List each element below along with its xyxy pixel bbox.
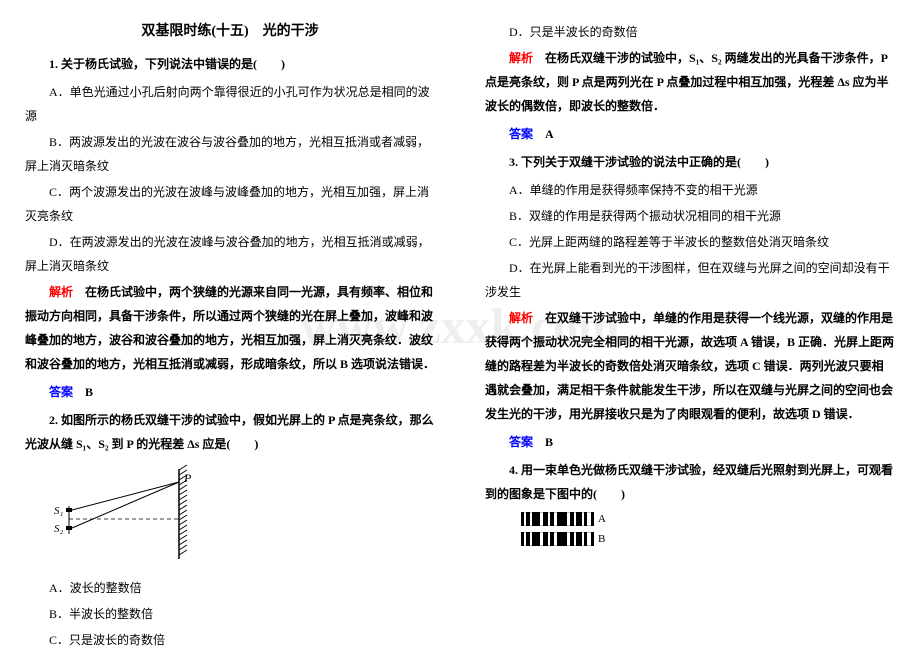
q2-analysis-text: 在杨氏双缝干涉的试验中，S₁、S₂ 两缝发出的光具备干涉条件，P 点是亮条纹，则… xyxy=(485,51,889,113)
q1-option-d: D．在两波源发出的光波在波峰与波谷叠加的地方，光相互抵消或减弱，屏上消灭暗条纹 xyxy=(25,230,435,278)
q2-option-a: A．波长的整数倍 xyxy=(25,576,435,600)
answer-label: 答案 xyxy=(49,385,73,399)
answer-label: 答案 xyxy=(509,127,533,141)
label-P: P xyxy=(183,471,192,485)
q1-answer: 答案 B xyxy=(25,380,435,404)
q1-analysis: 解析 在杨氏试验中，两个狭缝的光源来自同一光源，具有频率、相位和振动方向相同，具… xyxy=(25,280,435,376)
q1-option-c: C．两个波源发出的光波在波峰与波峰叠加的地方，光相互加强，屏上消灭亮条纹 xyxy=(25,180,435,228)
q3-option-d: D．在光屏上能看到光的干涉图样，但在双缝与光屏之间的空间却没有干涉发生 xyxy=(485,256,895,304)
q2-answer-value: A xyxy=(545,127,554,141)
q3-analysis: 解析 在双缝干涉试验中，单缝的作用是获得一个线光源，双缝的作用是获得两个振动状况… xyxy=(485,306,895,426)
q1-stem: 1. 关于杨氏试验，下列说法中错误的是( ) xyxy=(25,52,435,76)
q2-option-d: D．只是半波长的奇数倍 xyxy=(485,20,895,44)
q3-option-c: C．光屏上距两缝的路程差等于半波长的整数倍处消灭暗条纹 xyxy=(485,230,895,254)
q2-option-b: B．半波长的整数倍 xyxy=(25,602,435,626)
barcode-a-row: A xyxy=(521,512,895,526)
answer-label: 答案 xyxy=(509,435,533,449)
right-column: D．只是半波长的奇数倍 解析 在杨氏双缝干涉的试验中，S₁、S₂ 两缝发出的光具… xyxy=(460,0,920,651)
q1-option-b: B．两波源发出的光波在波谷与波谷叠加的地方，光相互抵消或者减弱，屏上消灭暗条纹 xyxy=(25,130,435,178)
barcode-a-label: A xyxy=(598,513,606,525)
q3-stem: 3. 下列关于双缝干涉试验的说法中正确的是( ) xyxy=(485,150,895,174)
q2-option-c: C．只是波长的奇数倍 xyxy=(25,628,435,652)
barcode-b xyxy=(521,532,594,546)
page-title: 双基限时练(十五) 光的干涉 xyxy=(25,20,435,40)
analysis-label: 解析 xyxy=(49,285,73,299)
q3-answer: 答案 B xyxy=(485,430,895,454)
q1-analysis-text: 在杨氏试验中，两个狭缝的光源来自同一光源，具有频率、相位和振动方向相同，具备干涉… xyxy=(25,285,435,371)
q3-answer-value: B xyxy=(545,435,553,449)
analysis-label: 解析 xyxy=(509,51,533,65)
analysis-label: 解析 xyxy=(509,311,533,325)
q1-answer-value: B xyxy=(85,385,93,399)
q2-answer: 答案 A xyxy=(485,122,895,146)
left-column: 双基限时练(十五) 光的干涉 1. 关于杨氏试验，下列说法中错误的是( ) A．… xyxy=(0,0,460,651)
q4-stem: 4. 用一束单色光做杨氏双缝干涉试验，经双缝后光照射到光屏上，可观看到的图象是下… xyxy=(485,458,895,506)
label-S1: S₁ xyxy=(54,505,64,517)
q3-option-a: A．单缝的作用是获得频率保持不变的相干光源 xyxy=(485,178,895,202)
q3-option-b: B．双缝的作用是获得两个振动状况相同的相干光源 xyxy=(485,204,895,228)
diagram-svg: P S₁ S₂ xyxy=(49,464,209,564)
q2-analysis: 解析 在杨氏双缝干涉的试验中，S₁、S₂ 两缝发出的光具备干涉条件，P 点是亮条… xyxy=(485,46,895,118)
barcode-b-label: B xyxy=(598,533,605,545)
q2-stem: 2. 如图所示的杨氏双缝干涉的试验中，假如光屏上的 P 点是亮条纹，那么光波从缝… xyxy=(25,408,435,456)
q1-option-a: A．单色光通过小孔后射向两个靠得很近的小孔可作为状况总是相同的波源 xyxy=(25,80,435,128)
q3-analysis-text: 在双缝干涉试验中，单缝的作用是获得一个线光源，双缝的作用是获得两个振动状况完全相… xyxy=(485,311,894,421)
barcode-b-row: B xyxy=(521,532,895,546)
barcode-a xyxy=(521,512,594,526)
double-slit-diagram: P S₁ S₂ xyxy=(49,464,435,568)
label-S2: S₂ xyxy=(54,523,64,535)
